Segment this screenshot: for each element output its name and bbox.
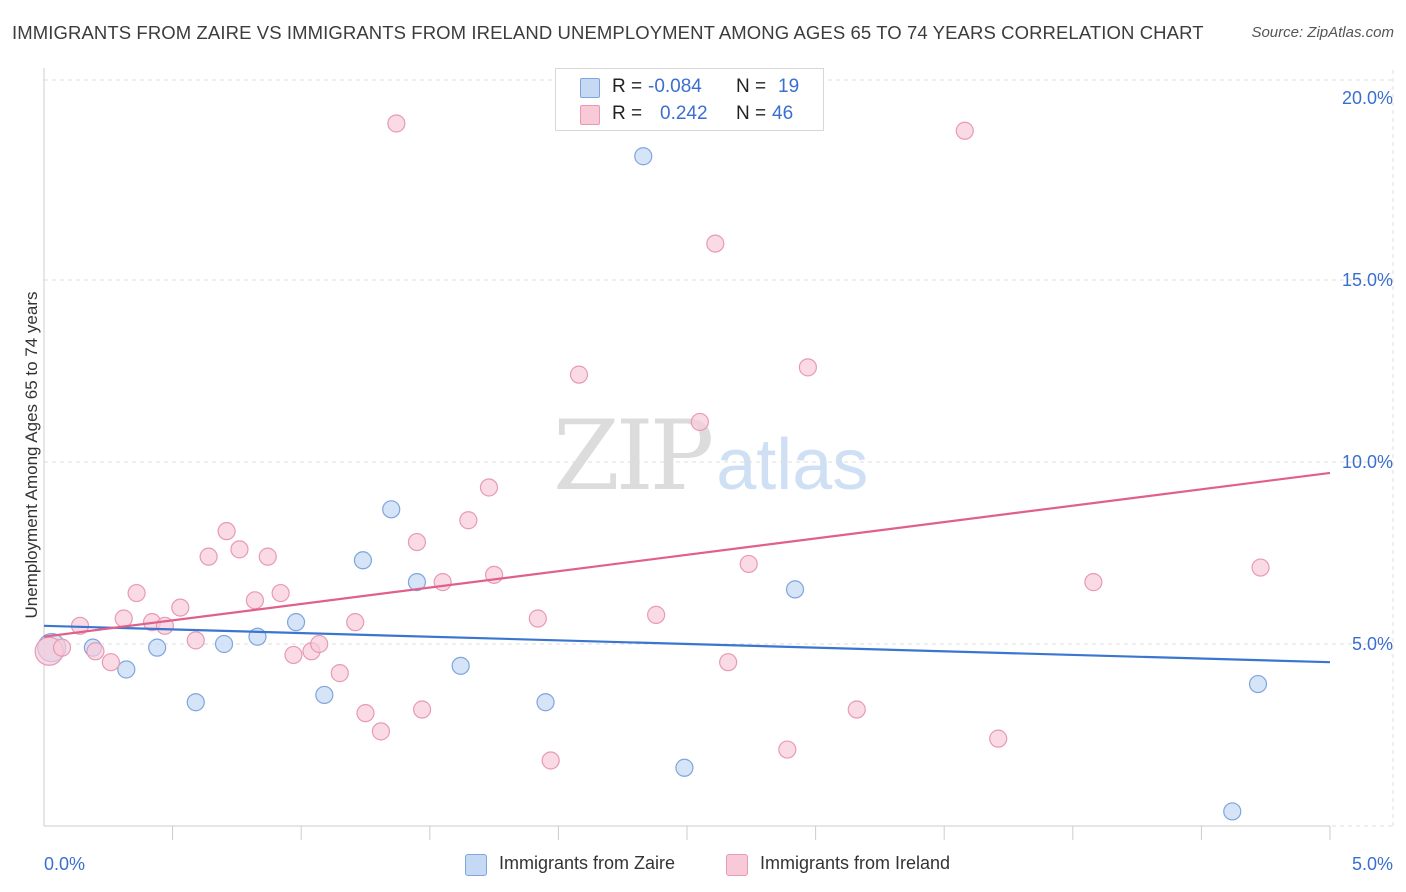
ireland-point [284, 645, 303, 665]
ireland-point [433, 573, 452, 592]
ireland-point [955, 121, 974, 140]
ireland-swatch [580, 105, 600, 125]
r-value: 0.242 [660, 103, 708, 124]
ireland-point [371, 722, 391, 741]
ireland-point [127, 583, 146, 603]
ireland-point [407, 532, 427, 552]
ireland-point [778, 740, 797, 759]
zaire-point [214, 634, 234, 654]
ireland-point [387, 114, 406, 133]
ireland-point [479, 478, 499, 497]
ireland-point [230, 540, 249, 559]
ireland-point [245, 591, 265, 610]
zaire-point [186, 693, 205, 712]
zaire-point [286, 613, 306, 632]
y-axis-label: Unemployment Among Ages 65 to 74 years [22, 291, 41, 619]
x-tick-label: 0.0% [44, 854, 85, 874]
legend-label-ireland: Immigrants from Ireland [760, 853, 951, 873]
ireland-point [798, 358, 817, 377]
legend-label-zaire: Immigrants from Zaire [499, 853, 676, 873]
r-label: R = [612, 103, 643, 124]
r-value: -0.084 [648, 76, 702, 97]
source-label: Source: ZipAtlas.com [1251, 24, 1394, 41]
zaire-point [117, 660, 136, 679]
zaire-point [315, 685, 334, 705]
n-label: N = [736, 103, 767, 124]
ireland-trend-line [43, 471, 1331, 638]
zaire-point [785, 580, 805, 599]
watermark-atlas: atlas [716, 425, 869, 505]
series-legend: Immigrants from Zaire Immigrants from Ir… [0, 852, 1406, 878]
watermark: ZIPatlas [553, 400, 868, 512]
zaire-legend-swatch [465, 854, 487, 876]
ireland-point [690, 412, 709, 432]
ireland-point [528, 609, 547, 628]
ireland-point [647, 605, 666, 624]
ireland-point [989, 729, 1008, 748]
ireland-point [356, 704, 375, 723]
zaire-point [634, 147, 653, 166]
ireland-point [114, 609, 133, 628]
n-label: N = [736, 76, 767, 97]
ireland-point [186, 631, 205, 650]
chart-title: IMMIGRANTS FROM ZAIRE VS IMMIGRANTS FROM… [12, 22, 1204, 43]
ireland-point [706, 234, 725, 253]
r-label: R = [612, 76, 643, 97]
ireland-legend-swatch [726, 854, 748, 876]
ireland-point [1251, 558, 1270, 577]
ireland-point [847, 700, 866, 719]
ireland-point [310, 634, 329, 654]
zaire-point [1223, 802, 1242, 821]
zaire-point [536, 693, 555, 712]
ireland-point [569, 365, 589, 384]
y-tick-label: 10.0% [1342, 452, 1393, 472]
ireland-point [739, 554, 758, 574]
ireland-point [719, 653, 738, 672]
ireland-point [459, 511, 478, 530]
ireland-point [171, 598, 190, 617]
y-tick-label: 15.0% [1342, 270, 1393, 290]
ireland-point [346, 613, 365, 632]
correlation-legend: R = -0.084 N = 19 R = 0.242 N = 46 [555, 68, 824, 131]
ireland-point [52, 638, 72, 657]
watermark-zip: ZIP [553, 400, 714, 512]
zaire-trend-line [43, 624, 1331, 664]
zaire-point [675, 758, 694, 777]
ireland-point [330, 664, 349, 683]
ireland-point [217, 522, 236, 541]
zaire-point [407, 573, 427, 592]
n-value: 46 [772, 103, 794, 124]
zaire-swatch [580, 78, 600, 98]
ireland-point [412, 700, 432, 719]
zaire-point [1248, 674, 1268, 694]
x-tick-label: 5.0% [1352, 854, 1393, 874]
y-tick-label: 5.0% [1352, 634, 1393, 654]
ireland-point [271, 583, 290, 603]
ireland-point [258, 547, 277, 566]
ireland-point [1084, 573, 1103, 592]
y-tick-label: 20.0% [1342, 88, 1393, 108]
n-value: 19 [778, 76, 800, 97]
ireland-point [101, 653, 120, 672]
zaire-point [148, 638, 167, 657]
zaire-point [451, 656, 470, 675]
zaire-point [353, 551, 373, 570]
ireland-point [199, 547, 218, 566]
ireland-point [86, 642, 105, 661]
ireland-point [541, 751, 560, 770]
zaire-point [382, 500, 401, 519]
